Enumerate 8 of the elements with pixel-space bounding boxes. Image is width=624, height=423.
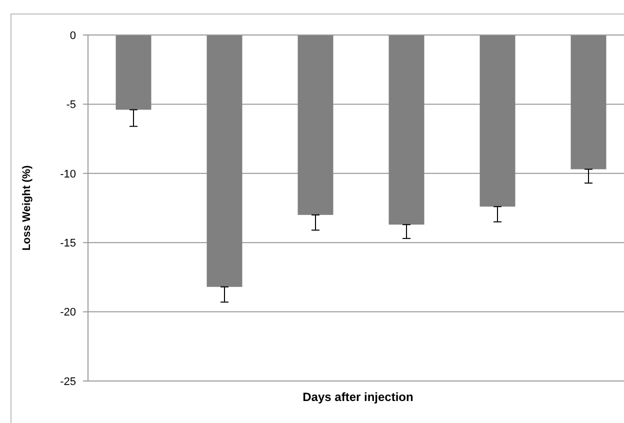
x-axis-title: Days after injection <box>302 390 414 404</box>
y-axis-title: Loss Weight (%) <box>21 164 33 251</box>
y-tick-label: 0 <box>70 30 76 42</box>
y-tick-label: -5 <box>66 99 76 112</box>
y-tick-label: -25 <box>60 376 76 388</box>
y-tick-label: -20 <box>60 306 76 319</box>
y-tick-label: -10 <box>60 168 76 180</box>
y-tick-label: -15 <box>60 237 76 250</box>
